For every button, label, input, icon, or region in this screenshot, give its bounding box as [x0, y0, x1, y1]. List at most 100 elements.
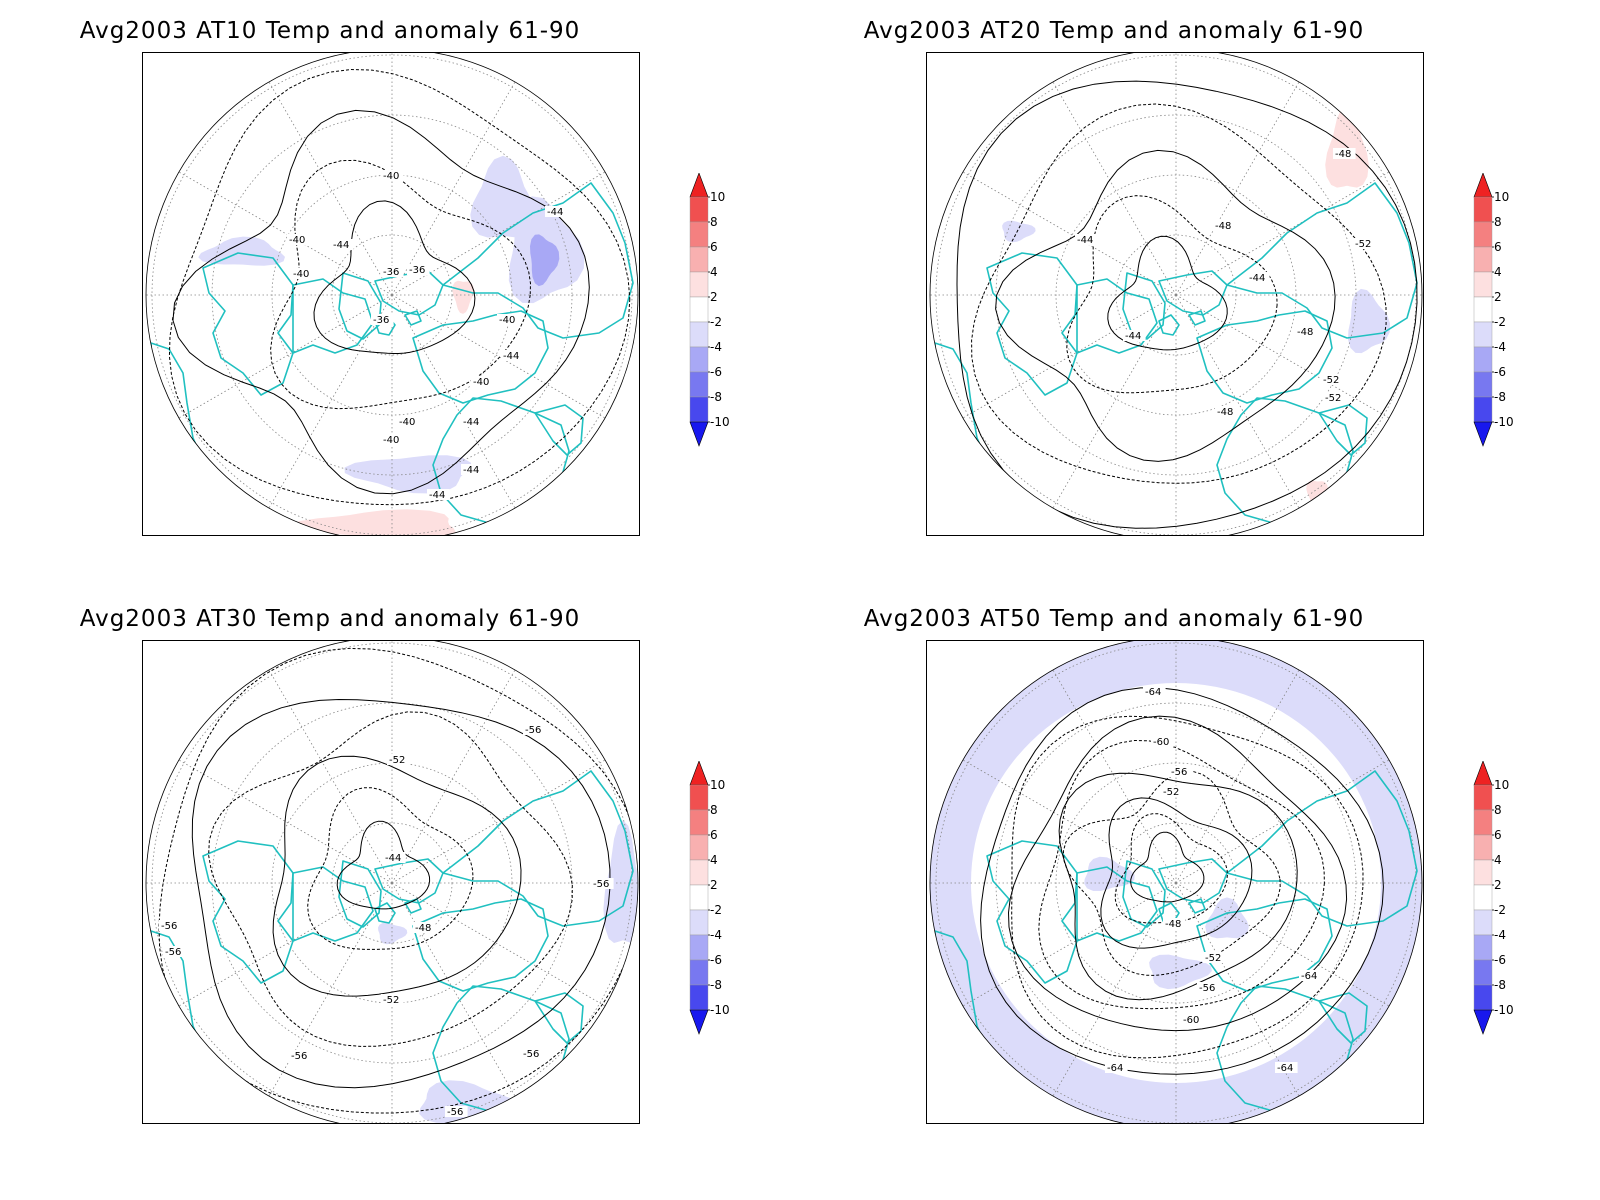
- meridian-line: [1045, 882, 1177, 1109]
- map-boundary: [145, 53, 639, 535]
- colorbar-svg: [689, 761, 710, 1035]
- contour-label: -40: [289, 235, 305, 246]
- coastline: [1158, 858, 1228, 904]
- anomaly-shade: [1149, 954, 1212, 990]
- colorbar-svg: [1473, 173, 1494, 447]
- temperature-contour: [1011, 715, 1364, 1059]
- contour-label-bg: [1143, 686, 1166, 697]
- meridian-line: [166, 752, 393, 884]
- contour-label: -52: [383, 995, 399, 1006]
- coastline: [1076, 278, 1158, 354]
- contour-label-bg: [427, 489, 450, 500]
- anomaly-colorbar: 10 8 6 4 2 -2 -4 -6 -8 -10: [1472, 761, 1532, 1036]
- panel-title: Avg2003 AT30 Temp and anomaly 61-90: [79, 606, 581, 632]
- meridian-line: [950, 752, 1177, 884]
- contour-label: -40: [383, 435, 399, 446]
- colorbar-segment: [1473, 784, 1493, 811]
- coastline: [986, 840, 1078, 984]
- contour-label-bg: [591, 878, 614, 889]
- contour-label: -56: [447, 1107, 463, 1118]
- temperature-contour: [1100, 797, 1253, 949]
- map-boundary: [929, 53, 1423, 535]
- colorbar-top-arrow: [689, 173, 709, 198]
- colorbar-segment: [689, 934, 709, 961]
- contour-label: -40: [293, 269, 309, 280]
- colorbar-label: 8: [1494, 803, 1502, 817]
- temperature-contour: [313, 200, 476, 354]
- contour-label-bg: [381, 266, 404, 277]
- contour-label-bg: [413, 922, 436, 933]
- colorbar-segment: [1473, 884, 1493, 911]
- contour-label-bg: [381, 170, 404, 181]
- contour-label: -44: [1249, 273, 1265, 284]
- colorbar-bottom-arrow: [689, 1009, 709, 1035]
- coastline: [1076, 866, 1158, 942]
- contour-label-bg: [407, 264, 430, 275]
- anomaly-shade: [452, 280, 474, 314]
- colorbar-label: -4: [1494, 928, 1506, 942]
- contour-label-bg: [1247, 272, 1270, 283]
- anomaly-shade: [1002, 220, 1036, 243]
- coastline: [986, 252, 1078, 396]
- coastline: [412, 898, 549, 992]
- map-disk: -48 -44 -48 -52 -44 -44 -48 -52 -52 -48: [930, 53, 1422, 535]
- meridian-line: [1175, 69, 1307, 296]
- colorbar-bottom-arrow: [1473, 1009, 1493, 1035]
- colorbar-label: 4: [710, 265, 718, 279]
- coastline: [442, 182, 634, 339]
- colorbar-label: 6: [710, 240, 718, 254]
- meridian-line: [261, 69, 393, 296]
- coastline: [1196, 310, 1333, 404]
- colorbar-label: -10: [1494, 415, 1514, 429]
- panel-at20: Avg2003 AT20 Temp and anomaly 61-90 -48-…: [784, 0, 1544, 560]
- contour-label: -48: [1335, 149, 1351, 160]
- colorbar-segment: [1473, 809, 1493, 836]
- contour-label-bg: [1075, 234, 1098, 245]
- contour-label: -48: [415, 923, 431, 934]
- coastline: [404, 898, 422, 914]
- anomaly-shade: [530, 234, 560, 287]
- contour-label: -40: [383, 171, 399, 182]
- map-disk: -64 -60 -56 -52 -48 -52 -56 -64 -60 -64 -64: [930, 641, 1422, 1123]
- temperature-contour: [1007, 715, 1348, 1032]
- temperature-contour: [307, 787, 474, 950]
- coastline: [374, 902, 396, 924]
- anomaly-colorbar: 10 8 6 4 2 -2 -4 -6 -8 -10: [688, 173, 748, 448]
- colorbar-label: 2: [1494, 878, 1502, 892]
- contour-label-bg: [331, 239, 354, 250]
- colorbar-segment: [689, 909, 709, 936]
- contour-label: -44: [1077, 235, 1093, 246]
- coastline: [202, 252, 294, 396]
- coastline: [374, 858, 444, 904]
- colorbar-bottom-arrow: [689, 421, 709, 447]
- contour-label-bg: [445, 1106, 468, 1117]
- meridian-line: [1175, 752, 1402, 884]
- meridian-line: [166, 164, 393, 296]
- contour-label-bg: [461, 464, 484, 475]
- meridian-line: [1045, 69, 1177, 296]
- contour-label-bg: [163, 946, 186, 957]
- colorbar-segment: [1473, 859, 1493, 886]
- temperature-contour: [172, 109, 590, 495]
- colorbar-segment: [689, 246, 709, 273]
- meridian-line: [391, 882, 618, 1014]
- colorbar-label: 10: [710, 190, 726, 204]
- map-boundary: [145, 641, 639, 1123]
- anomaly-colorbar: 10 8 6 4 2 -2 -4 -6 -8 -10: [688, 761, 748, 1036]
- coastline: [338, 860, 382, 928]
- contour-label-bg: [1169, 766, 1192, 777]
- anomaly-shade: [198, 236, 285, 266]
- temperature-contour: [336, 820, 431, 910]
- map-canvas: -64 -60 -56 -52 -48 -52 -56 -64 -60 -64 -64: [929, 641, 1423, 1123]
- contour-label-bg: [1181, 1014, 1204, 1025]
- contour-label-bg: [159, 920, 182, 931]
- coastline: [202, 840, 294, 984]
- contour-label: -36: [409, 265, 425, 276]
- colorbar-segment: [689, 271, 709, 298]
- colorbar-segment: [1473, 246, 1493, 273]
- contour-label: -40: [473, 377, 489, 388]
- colorbar-segment: [689, 296, 709, 323]
- meridian-line: [1175, 294, 1307, 521]
- colorbar-segment: [689, 959, 709, 986]
- contour-label: -40: [499, 315, 515, 326]
